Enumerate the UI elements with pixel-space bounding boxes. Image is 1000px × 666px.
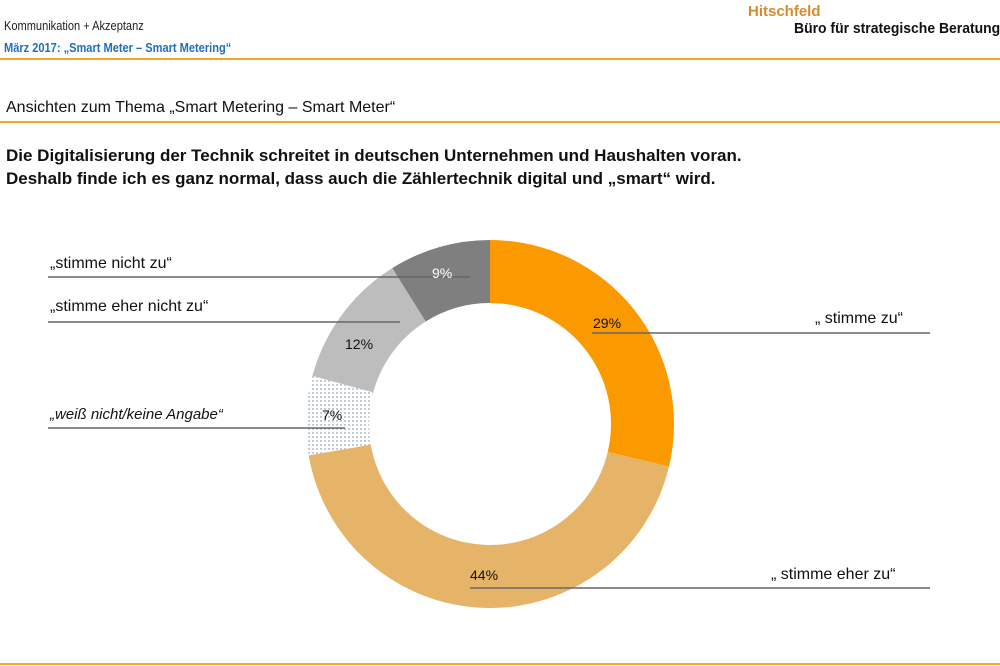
legend-label-stimme-eher-zu: „ stimme eher zu“	[771, 566, 896, 583]
data-label-29: 29%	[593, 315, 622, 331]
legend-label-stimme-nicht-zu: „stimme nicht zu“	[50, 255, 172, 272]
brand-subtitle: Büro für strategische Beratung	[794, 20, 1000, 37]
question-line-1: Die Digitalisierung der Technik schreite…	[6, 146, 742, 165]
footer-divider	[0, 663, 1000, 665]
data-label-9: 9%	[432, 265, 453, 281]
legend-label-stimme-eher-nicht-zu: „stimme eher nicht zu“	[50, 298, 209, 315]
question-line-2: Deshalb finde ich es ganz normal, dass a…	[6, 169, 716, 188]
donut-slice-2	[306, 375, 374, 456]
section-divider	[0, 121, 1000, 123]
donut-slice-3	[312, 268, 426, 393]
legend-label-stimme-zu: „ stimme zu“	[815, 310, 903, 327]
section-title: Ansichten zum Thema „Smart Metering – Sm…	[6, 99, 396, 116]
header-date-title: März 2017: „Smart Meter – Smart Metering…	[4, 40, 232, 55]
header-divider	[0, 58, 1000, 60]
donut-slice-1	[308, 444, 670, 609]
brand-name: Hitschfeld	[748, 3, 821, 20]
header-topic: Kommunikation + Akzeptanz	[4, 18, 144, 33]
data-label-44: 44%	[470, 567, 499, 583]
legend-label-weiss-nicht: „weiß nicht/keine Angabe“	[50, 406, 223, 423]
donut-slice-0	[490, 240, 675, 467]
data-label-12: 12%	[345, 336, 374, 352]
donut-slice-4	[392, 240, 490, 322]
data-label-7: 7%	[322, 407, 343, 423]
